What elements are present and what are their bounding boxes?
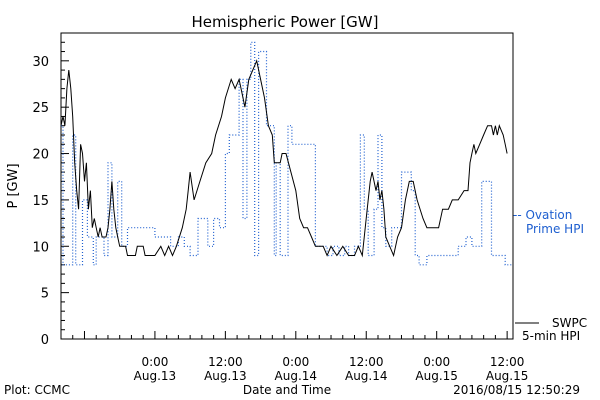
x-tick-label-time: 12:00 — [349, 355, 384, 369]
series-layer — [60, 41, 513, 266]
y-tick-label: 30 — [32, 55, 49, 70]
legend-swpc: SWPC 5-min HPI — [515, 316, 587, 343]
x-tick-label-time: 0:00 — [282, 355, 309, 369]
x-axis-label: Date and Time — [243, 383, 331, 397]
y-axis-label: P [GW] — [6, 163, 21, 208]
legend-ovation-line2: Prime HPI — [526, 222, 584, 236]
legend-swpc-line2: 5-min HPI — [522, 329, 580, 343]
y-tick-label: 15 — [32, 194, 49, 209]
y-tick-label: 10 — [32, 240, 49, 255]
x-tick-label-date: Aug.13 — [204, 369, 247, 383]
plot-area-frame — [60, 32, 514, 340]
legend-ovation-line1: -- Ovation — [513, 208, 572, 222]
x-tick-label-date: Aug.13 — [134, 369, 177, 383]
x-tick-label-date: Aug.14 — [345, 369, 388, 383]
legend-swpc-line1: SWPC — [552, 316, 587, 330]
x-tick-label-date: Aug.15 — [415, 369, 458, 383]
x-tick-label-time: 12:00 — [490, 355, 525, 369]
y-tick-label: 25 — [32, 101, 49, 116]
x-tick-label-time: 0:00 — [141, 355, 168, 369]
x-tick-label-date: Aug.14 — [275, 369, 318, 383]
y-tick-label: 0 — [41, 333, 49, 348]
chart-title: Hemispheric Power [GW] — [192, 13, 379, 31]
footer-plot-credit: Plot: CCMC — [4, 383, 70, 397]
x-tick-label-time: 12:00 — [208, 355, 243, 369]
y-axis: 0 5 10 15 20 25 30 — [32, 41, 69, 348]
x-tick-label-date: Aug.15 — [486, 369, 529, 383]
series-line-ovation-prime — [61, 41, 513, 266]
x-tick-label-time: 0:00 — [423, 355, 450, 369]
legend-ovation: -- Ovation Prime HPI — [513, 208, 584, 236]
series-line-swpc — [60, 59, 508, 258]
footer-timestamp: 2016/08/15 12:50:29 — [453, 383, 580, 397]
x-axis: 0:00Aug.1312:00Aug.130:00Aug.1412:00Aug.… — [60, 331, 529, 383]
y-tick-label: 5 — [41, 287, 49, 302]
y-tick-label: 20 — [32, 148, 49, 163]
